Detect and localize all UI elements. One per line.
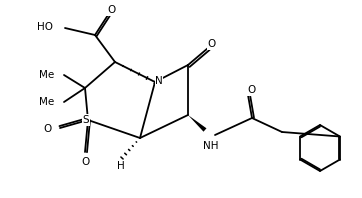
Text: HO: HO — [37, 22, 53, 32]
Text: H: H — [117, 161, 125, 171]
Text: Me: Me — [39, 97, 54, 107]
Text: N: N — [155, 76, 163, 86]
Text: Me: Me — [39, 70, 54, 80]
Text: O: O — [208, 39, 216, 49]
Text: O: O — [82, 157, 90, 167]
Text: O: O — [107, 5, 115, 15]
Text: O: O — [248, 85, 256, 95]
Text: O: O — [44, 124, 52, 134]
Text: NH: NH — [203, 141, 219, 151]
Polygon shape — [188, 115, 206, 132]
Text: S: S — [83, 115, 89, 125]
